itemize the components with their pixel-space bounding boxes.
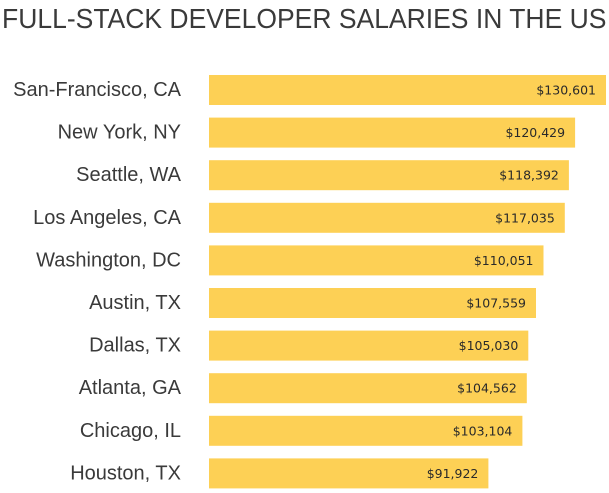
category-label: Atlanta, GA bbox=[79, 377, 182, 399]
value-label: $130,601 bbox=[536, 83, 596, 98]
bar bbox=[209, 117, 576, 148]
category-label: New York, NY bbox=[58, 122, 181, 144]
value-label: $117,035 bbox=[495, 210, 555, 225]
category-label: Dallas, TX bbox=[89, 335, 181, 357]
chart-title: FULL-STACK DEVELOPER SALARIES IN THE US bbox=[2, 3, 607, 34]
bar bbox=[209, 415, 523, 446]
bar bbox=[209, 245, 544, 276]
bar bbox=[209, 373, 527, 404]
category-label: Chicago, IL bbox=[80, 420, 181, 442]
bar bbox=[209, 160, 569, 191]
category-label: Houston, TX bbox=[70, 462, 181, 484]
value-label: $118,392 bbox=[499, 168, 559, 183]
bar bbox=[209, 288, 536, 318]
category-label: Los Angeles, CA bbox=[33, 207, 182, 229]
category-label: San-Francisco, CA bbox=[13, 79, 181, 101]
bar bbox=[209, 330, 529, 361]
value-label: $120,429 bbox=[505, 125, 565, 140]
category-label: Austin, TX bbox=[89, 292, 181, 314]
value-label: $104,562 bbox=[457, 381, 517, 396]
bar bbox=[209, 202, 565, 233]
value-label: $105,030 bbox=[459, 338, 519, 353]
value-label: $110,051 bbox=[474, 253, 534, 268]
value-label: $91,922 bbox=[427, 466, 479, 481]
bar bbox=[209, 75, 606, 105]
category-label: Seattle, WA bbox=[76, 164, 182, 186]
category-label: Washington, DC bbox=[36, 249, 181, 271]
value-label: $107,559 bbox=[466, 296, 526, 311]
value-label: $103,104 bbox=[453, 423, 513, 438]
bar bbox=[209, 458, 489, 489]
